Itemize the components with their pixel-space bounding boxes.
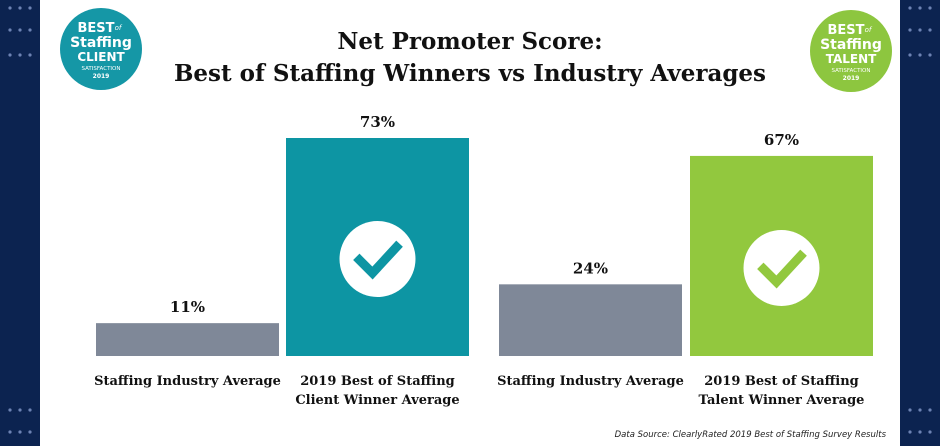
decor-dot [28, 28, 32, 32]
decor-dot [28, 430, 32, 434]
svg-text:2019: 2019 [843, 75, 860, 82]
category-label-0: Staffing Industry Average [94, 374, 281, 389]
svg-text:BEST: BEST [77, 21, 114, 36]
dot-pattern-right [908, 6, 932, 434]
category-label-1: 2019 Best of Staffing Client Winner Avera… [295, 374, 459, 408]
bar-0 [96, 323, 279, 356]
chart-panel: Net Promoter Score: Best of Staffing Win… [40, 0, 900, 446]
svg-text:2019: 2019 [93, 73, 110, 80]
svg-text:SATISFACTION: SATISFACTION [82, 66, 121, 72]
check-circle-icon [743, 229, 820, 306]
decor-dot [918, 28, 922, 32]
best-of-staffing-client-badge: BEST of Staffing CLIENT SATISFACTION 201… [60, 8, 142, 90]
svg-text:of: of [865, 26, 873, 34]
check-mark-icon [757, 249, 807, 289]
svg-text:of: of [115, 24, 123, 32]
decor-dot [28, 408, 32, 412]
data-source-note: Data Source: ClearlyRated 2019 Best of S… [614, 430, 886, 440]
decor-dot [908, 6, 912, 10]
decor-dot [908, 408, 912, 412]
decor-dot [928, 6, 932, 10]
svg-text:CLIENT: CLIENT [77, 50, 125, 64]
decor-dot [918, 53, 922, 57]
decor-dot [8, 408, 12, 412]
chart-title-line1: Net Promoter Score: [337, 28, 603, 55]
decor-dot [18, 28, 22, 32]
check-mark-icon [353, 240, 403, 280]
decor-dot [28, 6, 32, 10]
svg-text:Staffing: Staffing [820, 37, 882, 53]
client-badge-logo: BEST of Staffing CLIENT SATISFACTION 201… [60, 8, 142, 90]
value-label-0: 11% [170, 298, 205, 316]
value-label-2: 24% [573, 259, 608, 277]
svg-text:TALENT: TALENT [826, 52, 877, 66]
value-label-1: 73% [360, 113, 395, 131]
decor-dot [908, 53, 912, 57]
decor-dot [8, 28, 12, 32]
svg-text:SATISFACTION: SATISFACTION [832, 68, 871, 74]
decor-dot [928, 28, 932, 32]
decor-dot [918, 430, 922, 434]
check-circle-icon [339, 221, 416, 297]
decor-dot [18, 53, 22, 57]
talent-badge-logo: BEST of Staffing TALENT SATISFACTION 201… [810, 10, 892, 92]
decor-dot [18, 6, 22, 10]
svg-text:Staffing: Staffing [70, 35, 132, 51]
decor-dot [928, 408, 932, 412]
best-of-staffing-talent-badge: BEST of Staffing TALENT SATISFACTION 201… [810, 10, 892, 92]
bar-2 [499, 284, 682, 356]
decor-dot [918, 6, 922, 10]
decor-dot [8, 430, 12, 434]
decor-dot [928, 53, 932, 57]
decor-dot [928, 430, 932, 434]
decor-dot [908, 28, 912, 32]
category-label-2: Staffing Industry Average [497, 374, 684, 389]
nps-bar-chart: 11% Staffing Industry Average 73% 2019 Best… [94, 113, 873, 408]
decor-dot [8, 53, 12, 57]
decor-dot [8, 6, 12, 10]
svg-text:BEST: BEST [827, 23, 864, 38]
decor-dot [18, 408, 22, 412]
decor-dot [18, 430, 22, 434]
decor-dot [28, 53, 32, 57]
category-label-3: 2019 Best of Staffing Talent Winner Avera… [699, 374, 865, 408]
dot-pattern-left [8, 6, 32, 434]
value-label-3: 67% [764, 131, 799, 149]
decor-dot [918, 408, 922, 412]
decor-dot [908, 430, 912, 434]
chart-title-line2: Best of Staffing Winners vs Industry Ave… [173, 60, 767, 87]
